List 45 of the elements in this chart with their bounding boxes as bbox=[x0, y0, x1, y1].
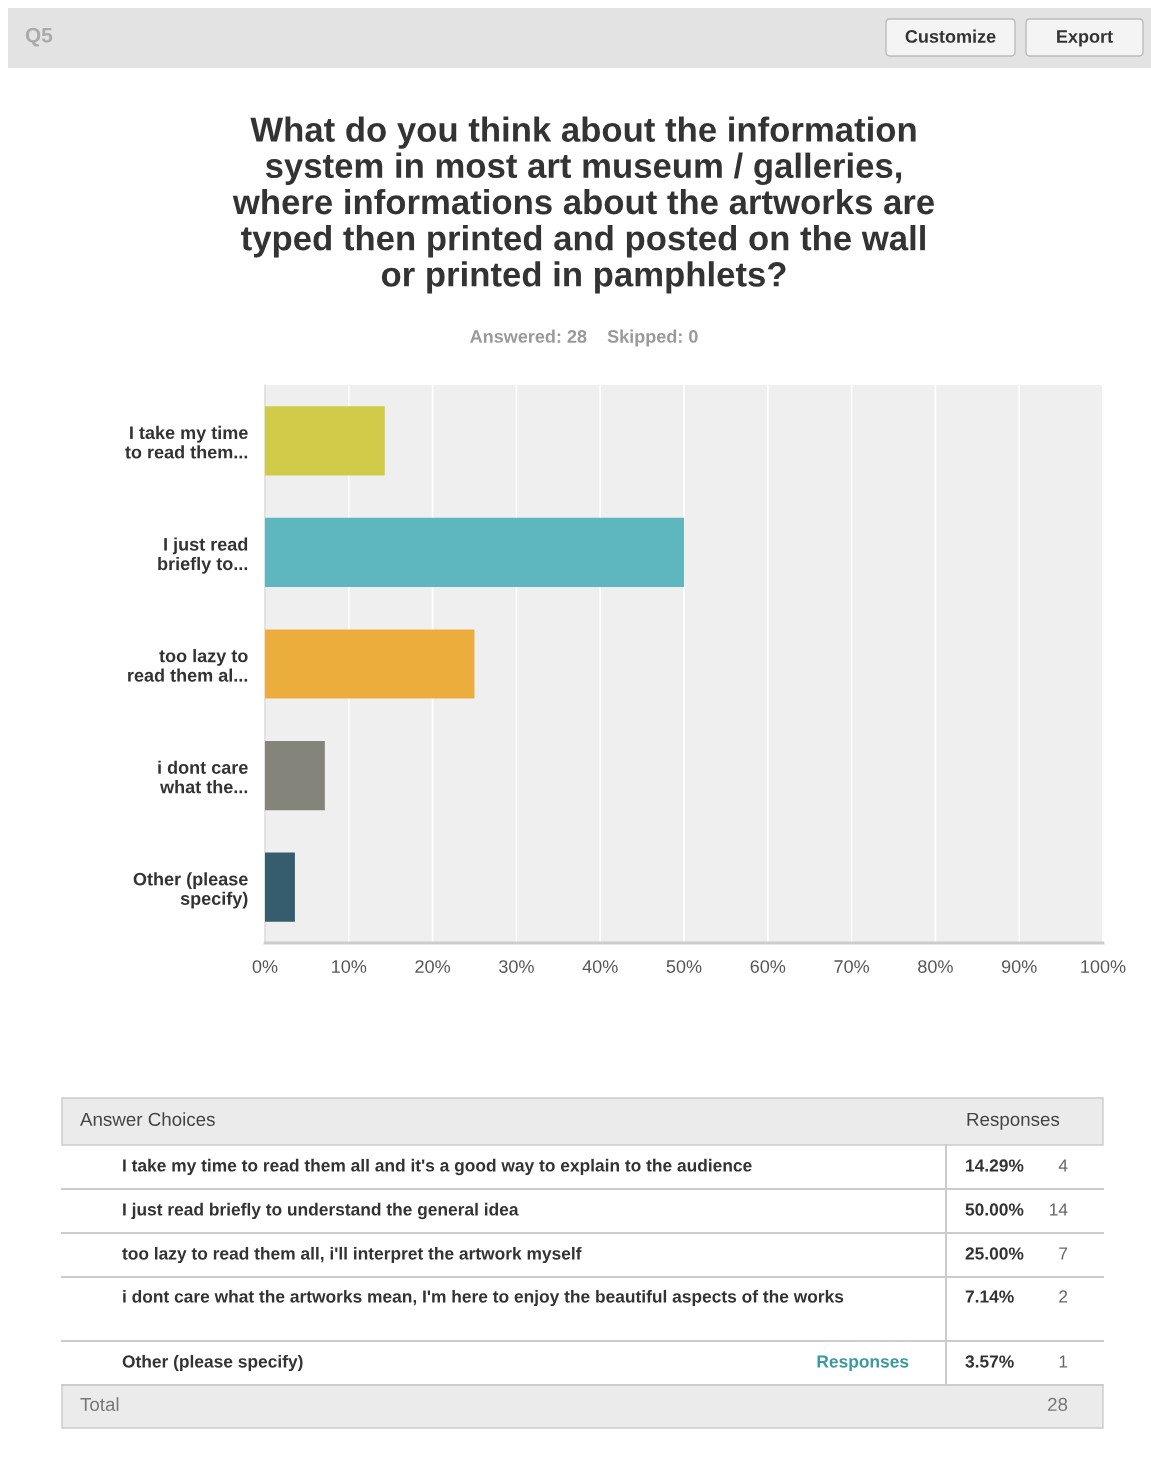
bar bbox=[265, 406, 385, 476]
text: 28 bbox=[1048, 1397, 1068, 1412]
x-tick-label: 100% bbox=[1081, 960, 1126, 973]
text: Responses bbox=[817, 1355, 909, 1372]
y-tick-label: too lazy to read them al... bbox=[128, 649, 248, 682]
bar bbox=[265, 629, 475, 699]
y-tick-label: I take my time to read them... bbox=[125, 425, 248, 459]
text: i dont care what the artworks mean, I'm here to enjoy the beautiful aspects of the works bbox=[123, 1289, 844, 1307]
text: 14.29% bbox=[966, 1159, 1024, 1172]
text: 7 bbox=[1059, 1247, 1068, 1260]
x-tick-label: 10% bbox=[332, 960, 367, 973]
text: too lazy to read them all, i'll interpret the artwork myself bbox=[122, 1246, 582, 1264]
text: 25.00% bbox=[965, 1247, 1024, 1260]
text: Customize bbox=[905, 29, 996, 43]
bar bbox=[265, 741, 325, 811]
y-tick-label: i dont care what the... bbox=[158, 760, 248, 794]
text: 50.00% bbox=[965, 1203, 1024, 1216]
text: I just read briefly to understand the general idea bbox=[123, 1202, 519, 1220]
text: Total bbox=[80, 1397, 119, 1412]
text: 7.14% bbox=[965, 1290, 1014, 1303]
y-tick-label: Other (please specify) bbox=[133, 872, 248, 909]
text: 1 bbox=[1059, 1355, 1068, 1368]
text: 14 bbox=[1050, 1203, 1068, 1216]
chart-subtitle: Answered: 28 Skipped: 0 bbox=[470, 329, 698, 347]
text: I take my time to read them all and it's a good way to explain to the audience bbox=[123, 1158, 752, 1176]
x-tick-label: 20% bbox=[415, 960, 451, 973]
text: Answer Choices bbox=[80, 1112, 215, 1127]
text: Q5 bbox=[25, 27, 53, 47]
x-tick-label: 50% bbox=[666, 960, 702, 973]
text: 3.57% bbox=[965, 1355, 1014, 1368]
text: 4 bbox=[1058, 1159, 1068, 1172]
x-tick-label: 80% bbox=[918, 960, 953, 973]
x-tick-label: 30% bbox=[499, 960, 534, 973]
x-tick-label: 60% bbox=[750, 960, 786, 973]
text: 2 bbox=[1059, 1290, 1068, 1303]
bar bbox=[265, 852, 295, 922]
text: Export bbox=[1057, 30, 1113, 47]
x-tick-label: 40% bbox=[582, 960, 618, 973]
y-tick-label: I just read briefly to... bbox=[158, 537, 248, 574]
chart-title: What do you think about the information system in most art museum / galleries, where informations about the artworks are typed then printed and posted on the wall or printed in pamphlets? bbox=[232, 116, 934, 294]
bar bbox=[265, 517, 684, 587]
x-tick-label: 90% bbox=[1001, 960, 1037, 973]
text: Responses bbox=[967, 1112, 1060, 1130]
x-tick-label: 0% bbox=[252, 960, 278, 973]
x-tick-label: 70% bbox=[834, 960, 870, 973]
